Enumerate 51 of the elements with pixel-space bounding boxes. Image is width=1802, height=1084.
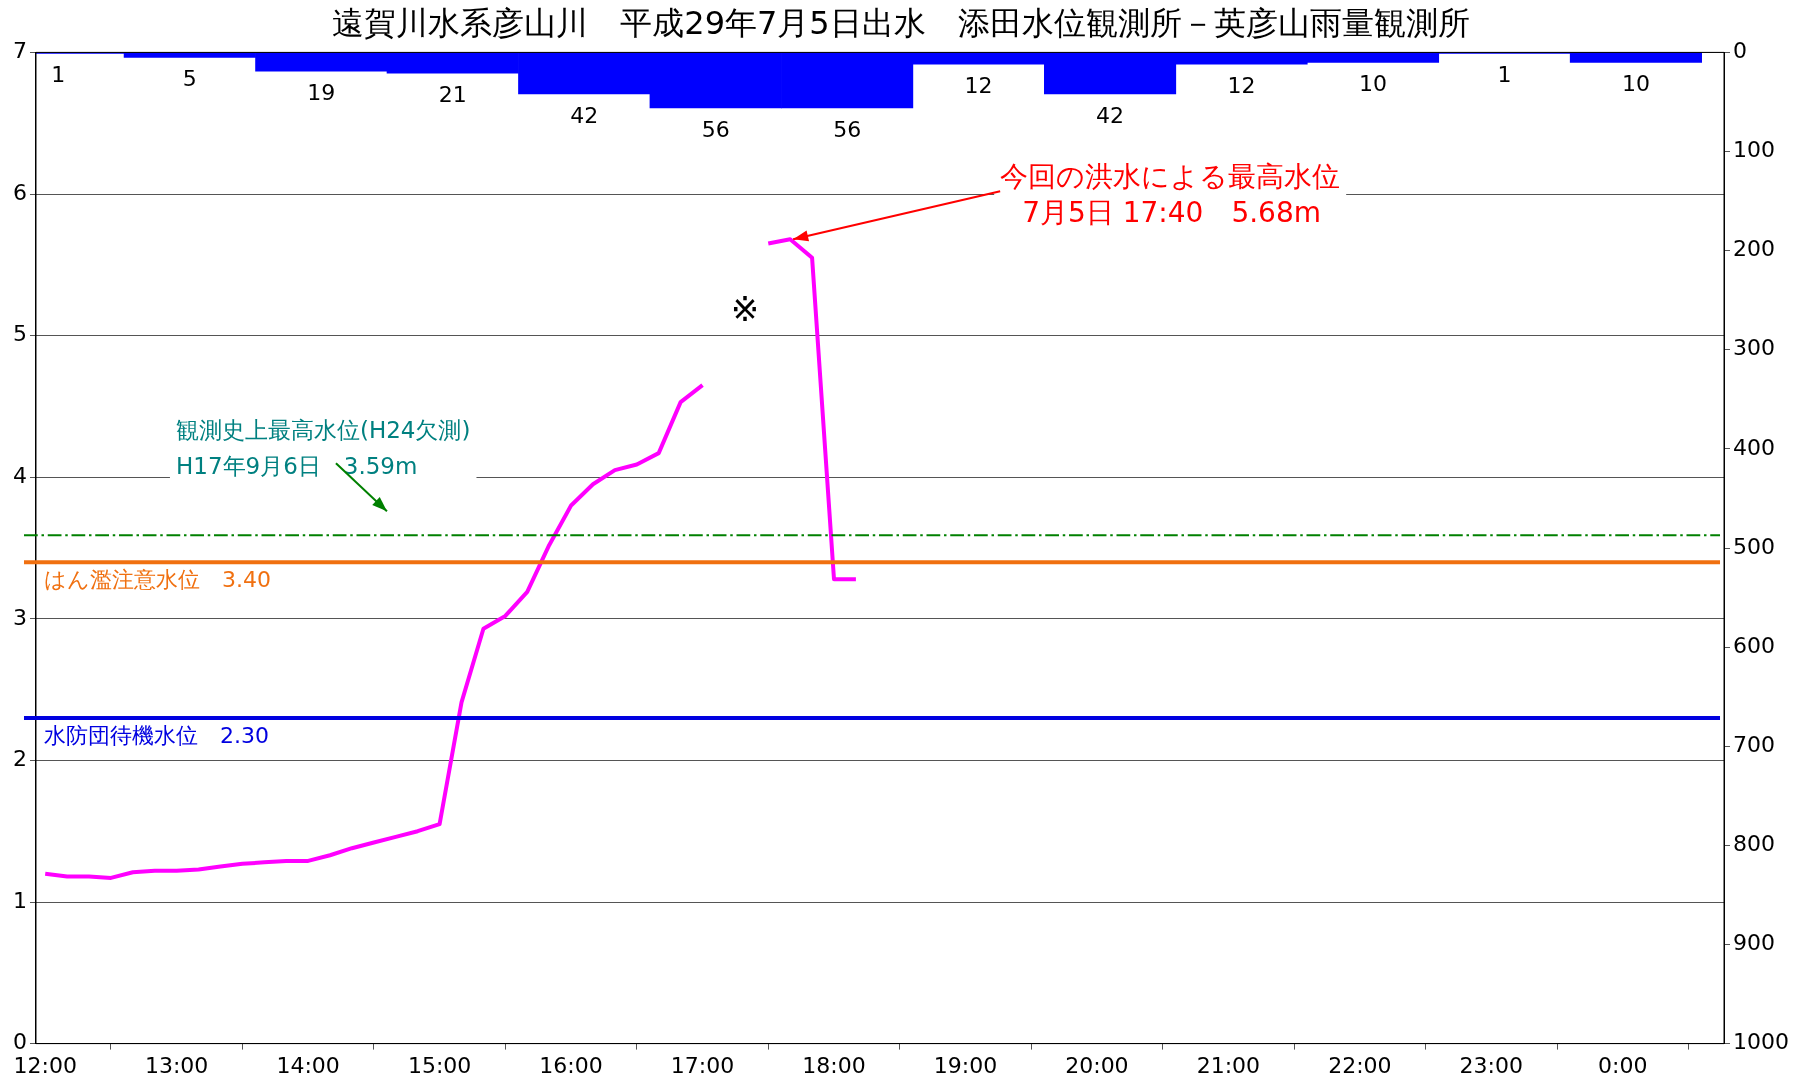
data-label: 12 [1227,73,1256,99]
data-label: 19 [307,79,336,105]
x-tick-label: 0:00 [1598,1052,1648,1078]
y2-tick-label: 100 [1733,137,1776,163]
x-tick-label: 16:00 [539,1052,603,1078]
x-tick-label: 15:00 [407,1052,472,1078]
y2-tick-label: 300 [1733,335,1776,361]
x-tick-label: 21:00 [1196,1052,1261,1078]
y-tick-label: 0 [13,1029,27,1055]
data-label: 5 [182,66,197,92]
data-label: 56 [833,116,862,142]
y2-tick-label: 500 [1733,533,1776,559]
data-label: 42 [570,102,599,128]
x-tick-label: 20:00 [1065,1052,1129,1078]
x-tick-label: 19:00 [933,1052,998,1078]
y2-tick-label: 1000 [1733,1029,1790,1055]
y2-tick-label: 900 [1733,930,1776,956]
y-tick-label: 3 [13,604,27,630]
y2-tick-label: 700 [1733,731,1776,757]
y2-tick-label: 600 [1733,632,1776,658]
y2-tick-label: 0 [1733,38,1748,64]
y2-tick-label: 400 [1733,434,1776,460]
y-tick-label: 7 [13,38,27,64]
ref-line-label: 水防団待機水位 2.30 [44,722,269,748]
y-tick-label: 5 [13,321,27,347]
chart-title: 遠賀川水系彦山川 平成29年7月5日出水 添田水位観測所－英彦山雨量観測所 [332,3,1470,42]
data-label: 56 [701,116,730,142]
x-tick-label: 13:00 [144,1052,209,1078]
data-label: 42 [1096,102,1125,128]
x-tick-label: 14:00 [276,1052,340,1078]
ref-line-label: はん濫注意水位 3.40 [44,566,271,592]
y-tick-label: 1 [13,887,27,913]
y2-tick-label: 200 [1733,236,1776,262]
data-label: 10 [1359,71,1387,97]
data-label: 10 [1621,71,1650,97]
x-tick-label: 22:00 [1328,1052,1392,1078]
annotation: 今回の洪水による最高水位 7月5日 17:40 5.68m [1000,159,1341,229]
y-tick-label: 6 [13,179,27,205]
annotation: ※ [730,288,760,329]
y2-tick-label: 800 [1733,831,1776,857]
data-label: 21 [438,81,467,107]
x-tick-label: 18:00 [802,1052,866,1078]
data-label: 12 [964,73,993,99]
data-label: 1 [1497,62,1512,88]
x-tick-label: 12:00 [13,1052,77,1078]
y-tick-label: 2 [13,746,27,772]
x-tick-label: 23:00 [1459,1052,1524,1078]
y-tick-label: 4 [13,462,27,488]
x-tick-label: 17:00 [670,1052,735,1078]
annotation: 観測史上最高水位(H24欠測) H17年9月6日 3.59m [175,416,471,479]
data-label: 1 [51,62,66,88]
